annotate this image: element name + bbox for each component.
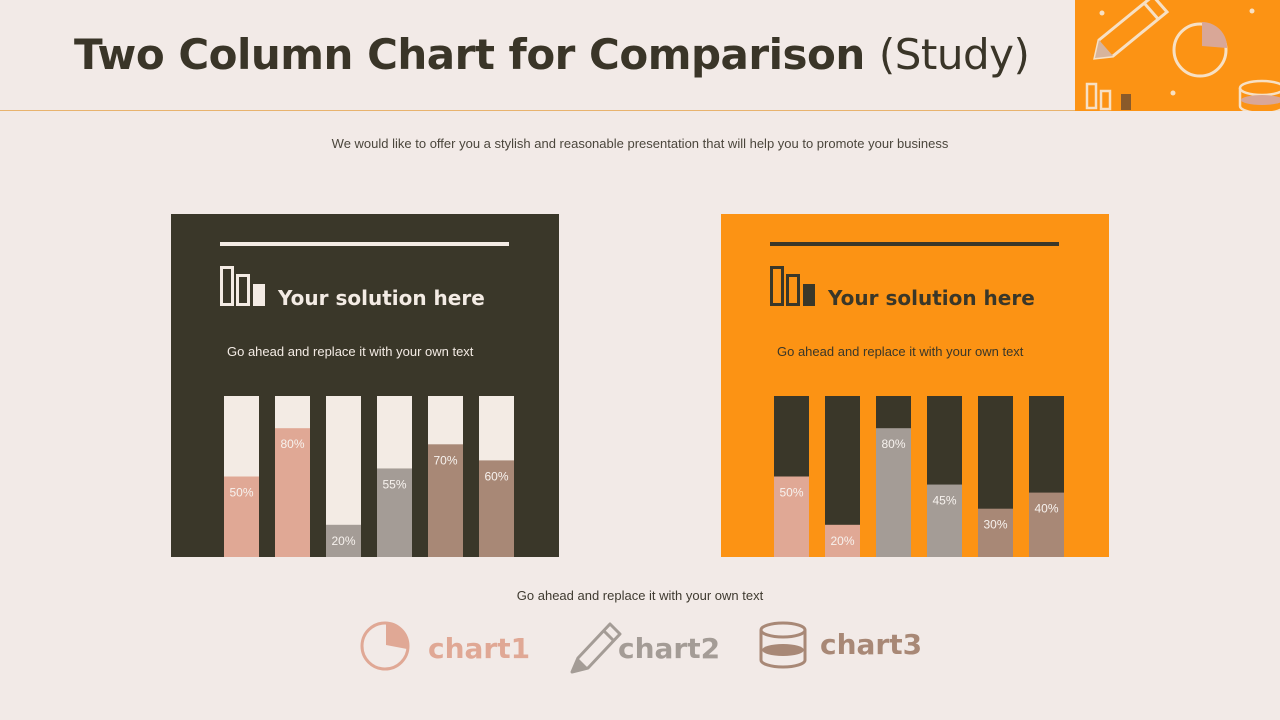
header-decoration	[1075, 0, 1280, 111]
bar-chart-left: 50% 80% 20% 55% 70% 60%	[224, 396, 514, 557]
dot-decoration	[1170, 90, 1176, 96]
bar	[275, 428, 310, 557]
bar	[978, 508, 1013, 557]
bar-value-label: 40%	[1034, 502, 1058, 516]
bar	[377, 468, 412, 557]
decoration-illustration	[1085, 0, 1280, 111]
pencil-icon	[570, 622, 622, 674]
bar-chart-icon	[770, 266, 815, 306]
bar-decoration-filled	[1121, 94, 1131, 110]
legend-item-chart3: chart3	[758, 618, 922, 674]
pie-decoration-icon	[1172, 21, 1228, 78]
page-title-main: Two Column Chart for Comparison	[74, 30, 865, 79]
bar	[927, 484, 962, 557]
legend-item-chart1: chart1	[360, 618, 530, 674]
bar	[876, 428, 911, 557]
bar	[224, 476, 259, 557]
panel-description: Go ahead and replace it with your own te…	[777, 344, 1024, 359]
bar-value-label: 80%	[280, 437, 304, 451]
bar-value-label: 30%	[983, 518, 1007, 532]
bar-value-label: 55%	[382, 477, 406, 491]
pencil-tip-decoration	[1095, 40, 1113, 58]
bar-value-label: 20%	[830, 534, 854, 548]
legend-label: chart3	[820, 628, 923, 661]
bar	[774, 476, 809, 557]
dot-decoration	[1249, 8, 1255, 14]
bar-value-label: 20%	[331, 534, 355, 548]
page-title: Two Column Chart for Comparison (Study)	[74, 30, 1030, 79]
bar-value-label: 50%	[779, 486, 803, 500]
bar-value-label: 80%	[881, 437, 905, 451]
subtitle: We would like to offer you a stylish and…	[331, 136, 949, 151]
legend-label: chart2	[618, 632, 721, 665]
panel-heading: Your solution here	[278, 286, 485, 310]
comparison-panel-right: Your solution here Go ahead and replace …	[721, 214, 1109, 557]
panel-top-rule	[770, 242, 1059, 246]
dot-decoration	[1099, 10, 1105, 16]
bar-value-label: 60%	[484, 469, 508, 483]
page-title-qualifier: (Study)	[878, 30, 1030, 79]
bar-value-label: 45%	[932, 494, 956, 508]
panel-heading: Your solution here	[828, 286, 1035, 310]
comparison-panel-left: Your solution here Go ahead and replace …	[171, 214, 559, 557]
legend-item-chart2: chart2	[568, 618, 721, 674]
database-band-decoration	[1241, 95, 1280, 105]
bar-value-label: 70%	[433, 453, 457, 467]
bar	[479, 460, 514, 557]
bar-chart-right: 50% 20% 80% 45% 30% 40%	[774, 396, 1064, 557]
bar	[1029, 492, 1064, 557]
legend-label: chart1	[428, 632, 531, 665]
pie-chart-icon	[360, 621, 410, 671]
bar	[326, 524, 361, 557]
bar-value-label: 50%	[229, 486, 253, 500]
header-divider	[0, 110, 1075, 111]
pencil-decoration-icon	[1093, 0, 1170, 60]
footer-caption: Go ahead and replace it with your own te…	[516, 588, 764, 603]
bars-decoration-icon	[1085, 82, 1112, 111]
panel-top-rule	[220, 242, 509, 246]
bar-chart-icon	[220, 266, 265, 306]
database-icon	[759, 621, 807, 669]
panel-description: Go ahead and replace it with your own te…	[227, 344, 474, 359]
bar	[428, 444, 463, 557]
bar	[825, 524, 860, 557]
